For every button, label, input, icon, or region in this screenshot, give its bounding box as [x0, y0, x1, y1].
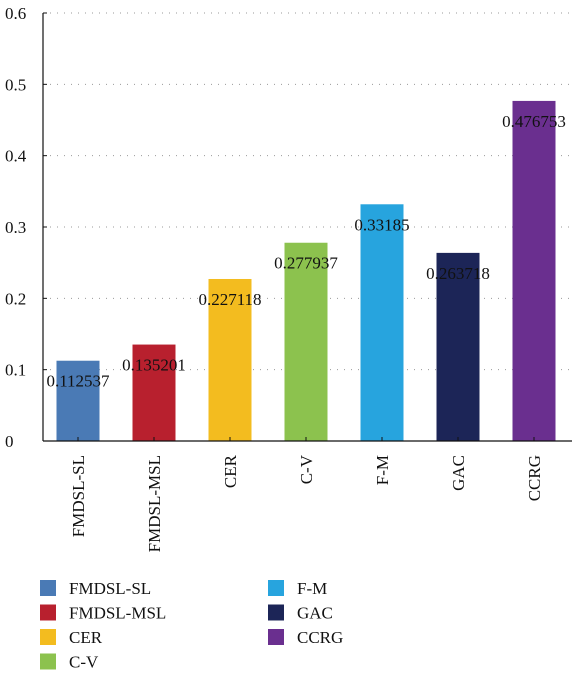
y-tick-label: 0.3 — [5, 218, 26, 237]
legend-swatch — [268, 580, 284, 596]
x-tick-label: CER — [221, 454, 240, 488]
bar — [208, 278, 252, 441]
data-label: 0.135201 — [122, 356, 186, 375]
legend-item: GAC — [268, 604, 333, 623]
bar — [512, 100, 556, 441]
legend-label: CCRG — [297, 628, 343, 647]
legend-item: FMDSL-SL — [40, 579, 151, 598]
data-label: 0.33185 — [354, 215, 409, 234]
x-tick-label: F-M — [373, 455, 392, 485]
y-tick-label: 0.6 — [5, 4, 26, 23]
legend-swatch — [40, 629, 56, 645]
data-label: 0.263718 — [426, 264, 490, 283]
legend-label: FMDSL-MSL — [69, 604, 166, 623]
legend-item: C-V — [40, 653, 99, 672]
bars — [56, 100, 556, 441]
legend-swatch — [268, 629, 284, 645]
axes: 0 0.1 0.2 0.3 0.4 0.5 0.6 FMDSL-SL FMDSL-MSL CER C… — [5, 4, 572, 552]
bar — [132, 344, 176, 441]
data-label: 0.476753 — [502, 112, 566, 131]
x-tick-label: C-V — [297, 454, 316, 484]
legend-label: C-V — [69, 653, 99, 672]
y-tick-label: 0.4 — [5, 147, 27, 166]
bar — [436, 252, 480, 441]
legend-item: FMDSL-MSL — [40, 604, 166, 623]
x-tick-label: FMDSL-MSL — [145, 455, 164, 552]
x-tick-label: FMDSL-SL — [69, 455, 88, 537]
x-tick-label: CCRG — [525, 455, 544, 501]
y-tick-label: 0.1 — [5, 361, 26, 380]
legend-label: CER — [69, 628, 103, 647]
y-tick-label: 0 — [5, 432, 14, 451]
legend-swatch — [40, 653, 56, 670]
legend-item: CER — [40, 628, 103, 647]
legend-swatch — [40, 580, 56, 596]
x-tick-label: GAC — [449, 455, 468, 491]
y-tick-label: 0.2 — [5, 289, 26, 308]
bar — [360, 204, 404, 441]
y-tick-label: 0.5 — [5, 75, 26, 94]
legend-label: FMDSL-SL — [69, 579, 151, 598]
legend-swatch — [40, 604, 56, 621]
legend: FMDSL-SL FMDSL-MSL CER C-V F-M GAC CCRG — [40, 579, 343, 672]
data-label: 0.277937 — [274, 254, 338, 273]
legend-label: F-M — [297, 579, 327, 598]
legend-label: GAC — [297, 604, 333, 623]
legend-item: F-M — [268, 579, 327, 598]
legend-swatch — [268, 604, 284, 621]
bar — [284, 242, 328, 441]
data-labels: 0.112537 0.135201 0.227118 0.277937 0.33185 0… — [46, 112, 565, 391]
data-label: 0.227118 — [198, 290, 261, 309]
legend-item: CCRG — [268, 628, 343, 647]
data-label: 0.112537 — [46, 372, 110, 391]
bar — [56, 360, 100, 441]
